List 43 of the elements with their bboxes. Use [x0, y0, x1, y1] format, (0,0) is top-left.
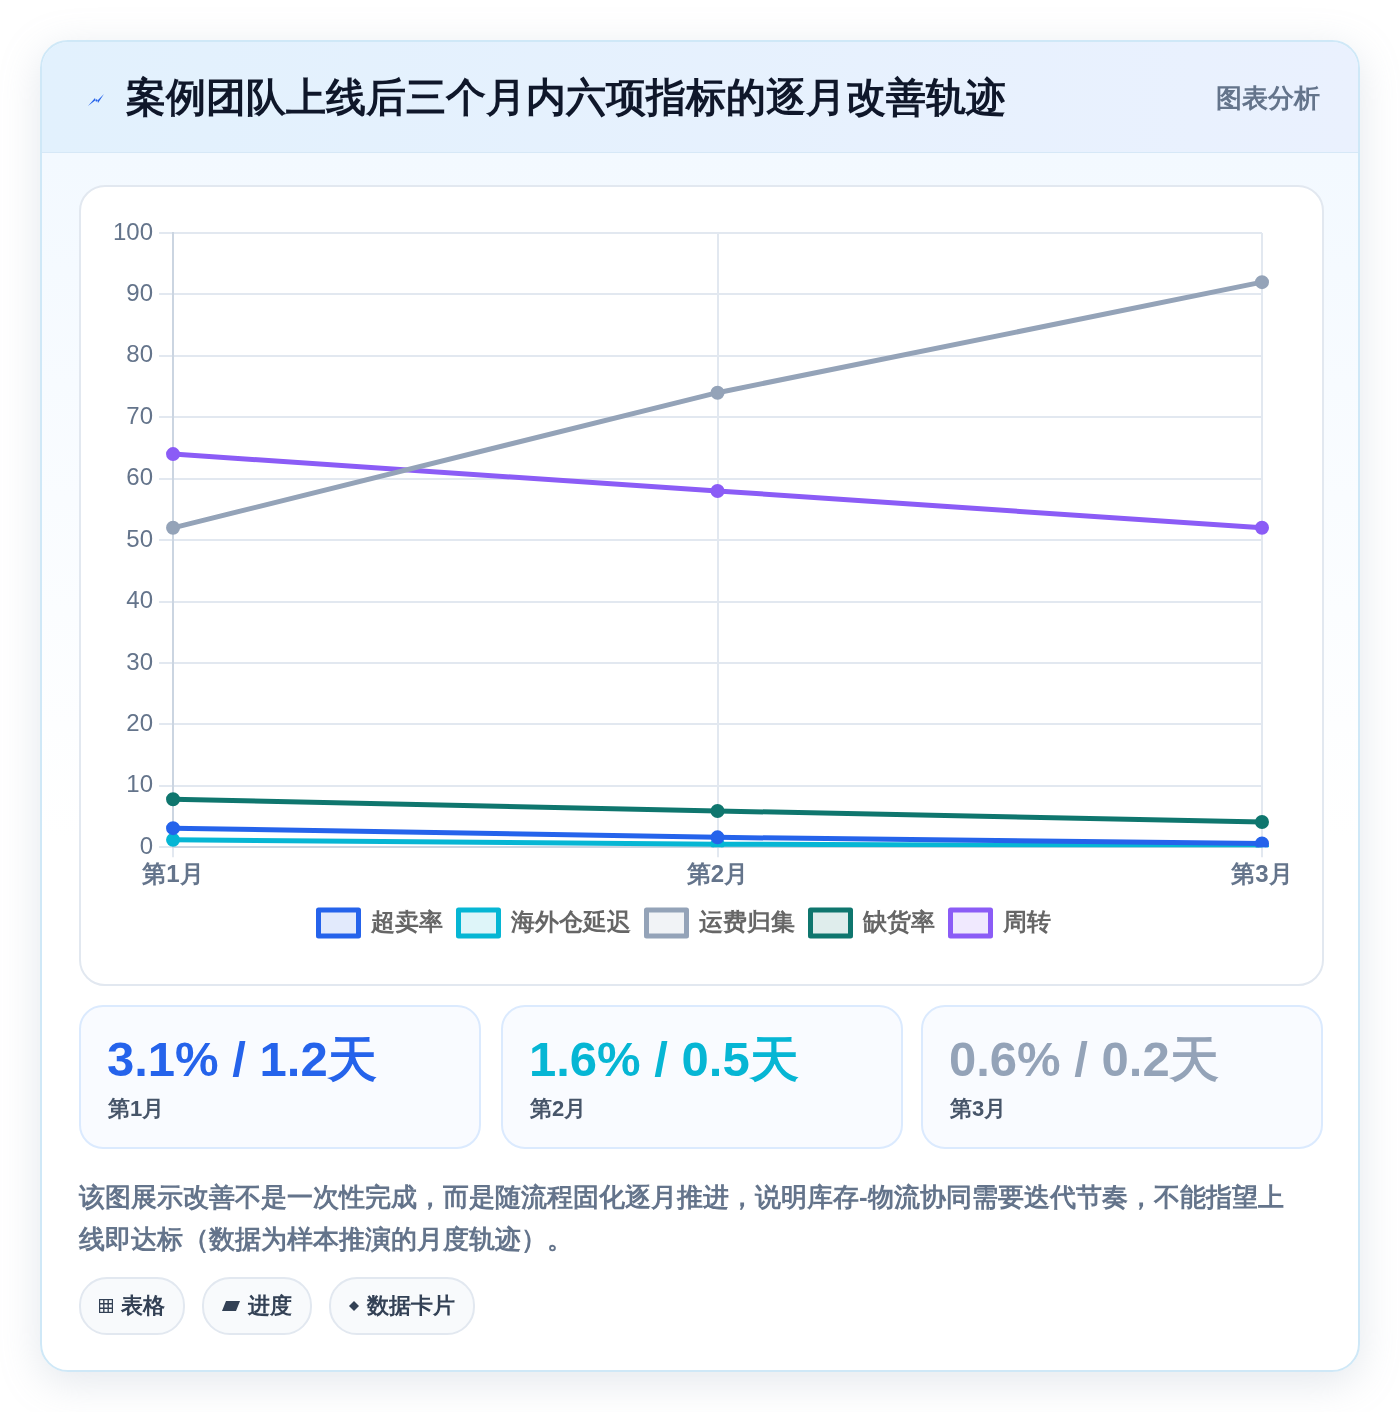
- legend-label: 运费归集: [697, 907, 795, 935]
- point: [710, 830, 725, 845]
- point: [1255, 275, 1269, 290]
- point: [1255, 520, 1269, 535]
- y-tick-label: 80: [126, 340, 154, 368]
- y-tick-label: 60: [126, 463, 154, 491]
- point: [710, 385, 725, 400]
- text: 第3月: [950, 1095, 1007, 1123]
- y-tick-label: 40: [126, 586, 154, 614]
- legend-label: 海外仓延迟: [509, 907, 631, 935]
- y-tick-label: 90: [126, 279, 154, 307]
- y-tick-label: 50: [126, 524, 154, 552]
- text: 3.1% / 1.2天: [107, 1031, 377, 1088]
- x-tick-label: 第2月: [685, 860, 749, 888]
- point: [166, 821, 181, 836]
- text: 表格: [121, 1292, 165, 1320]
- point: [710, 483, 725, 498]
- x-tick-label: 第1月: [141, 860, 204, 888]
- point: [166, 832, 181, 847]
- y-tick-label: 30: [126, 647, 154, 675]
- chart-title: 案例团队上线后三个月内六项指标的逐月改善轨迹: [126, 74, 1006, 121]
- text: 进度: [248, 1292, 292, 1320]
- point: [1255, 815, 1269, 830]
- text: 图表分析: [1216, 82, 1320, 115]
- y-tick-label: 20: [126, 708, 154, 736]
- text: 该图展示改善不是一次性完成，而是随流程固化逐月推进，说明库存-物流协同需要迭代节奏，不能指望上线即达标（数据为样本推演的月度轨迹）。: [79, 1181, 1285, 1256]
- text: 0.6% / 0.2天: [949, 1031, 1219, 1088]
- text: 第2月: [530, 1095, 587, 1123]
- point: [710, 803, 725, 818]
- y-tick-label: 10: [126, 770, 154, 798]
- text: 数据卡片: [367, 1292, 455, 1320]
- legend-label: 缺货率: [861, 907, 935, 935]
- point: [166, 520, 181, 535]
- text: 1.6% / 0.5天: [529, 1031, 799, 1088]
- y-tick-label: 0: [139, 831, 154, 859]
- legend-label: 周转: [1001, 907, 1051, 935]
- text: 第1月: [108, 1095, 165, 1123]
- x-tick-label: 第3月: [1230, 860, 1293, 888]
- y-tick-label: 70: [126, 401, 154, 429]
- legend-label: 超卖率: [369, 907, 443, 935]
- y-tick-label: 100: [113, 217, 154, 245]
- point: [166, 447, 181, 462]
- point: [166, 792, 181, 807]
